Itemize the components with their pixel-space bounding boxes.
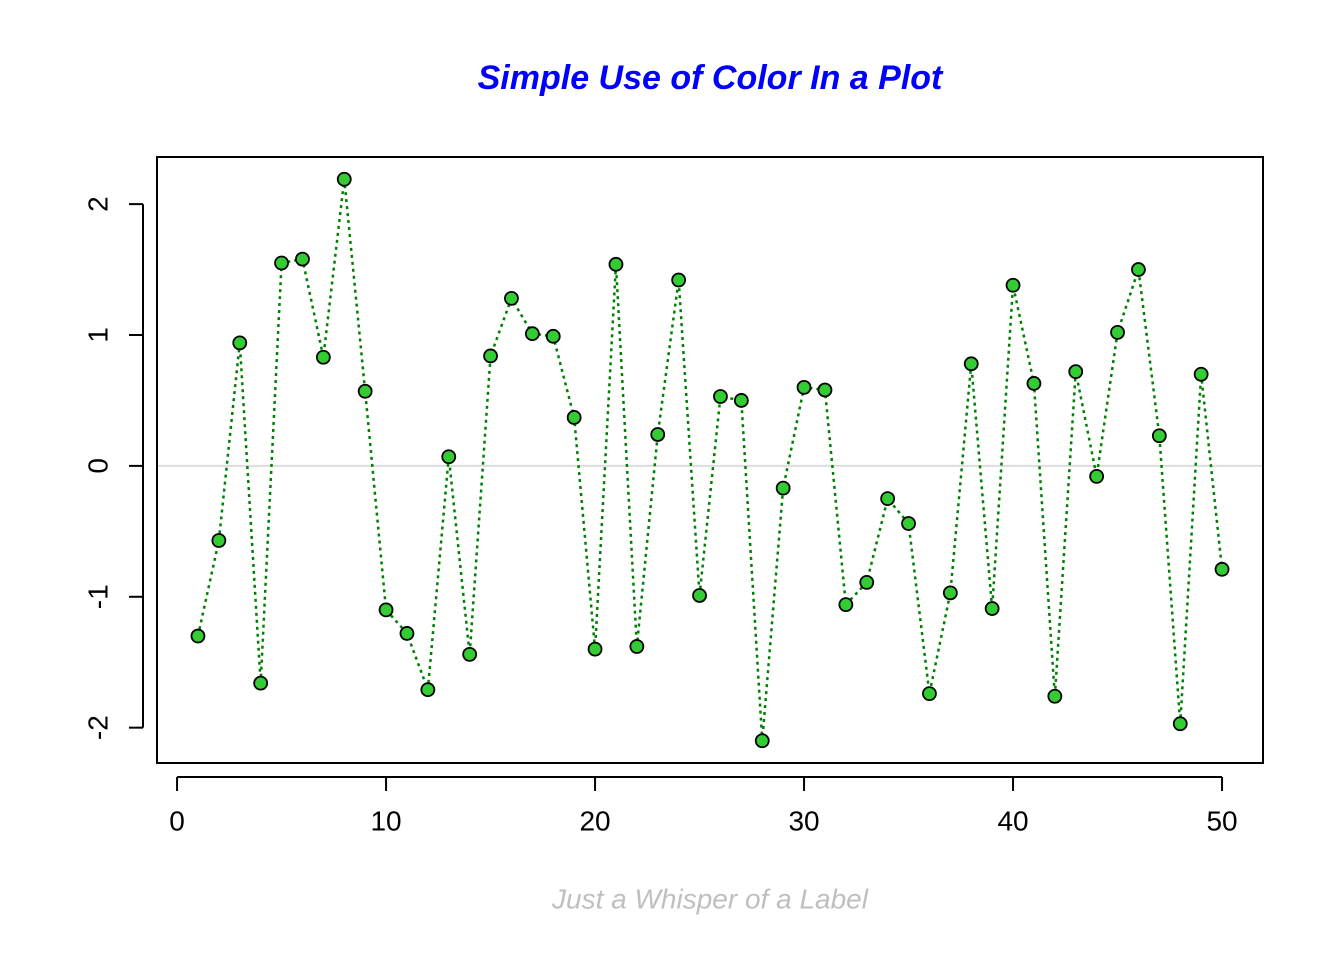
x-tick-label: 20 (579, 805, 610, 836)
data-point (671, 272, 687, 288)
data-point (336, 171, 352, 187)
data-point (796, 379, 812, 395)
data-point (1068, 364, 1084, 380)
data-point (462, 646, 478, 662)
data-point (399, 626, 415, 641)
data-point (232, 335, 248, 351)
y-tick-label: -1 (82, 584, 113, 609)
data-point (1005, 277, 1021, 293)
data-point (253, 675, 269, 691)
data-point (901, 516, 916, 531)
data-point (295, 251, 310, 267)
data-point (713, 389, 728, 404)
data-point (963, 356, 979, 372)
data-point (274, 255, 289, 271)
data-point (1172, 716, 1188, 732)
data-point (1151, 428, 1167, 444)
data-point (190, 628, 206, 644)
data-point (1089, 468, 1105, 484)
data-point (942, 585, 958, 601)
data-point (1214, 561, 1230, 577)
data-point (566, 410, 582, 425)
data-line (196, 179, 1224, 741)
x-tick-label: 50 (1206, 805, 1237, 836)
x-tick-label: 40 (997, 805, 1028, 836)
data-point (357, 383, 373, 399)
data-point (733, 393, 749, 408)
data-point (1131, 262, 1146, 277)
x-tick-label: 10 (370, 805, 401, 836)
y-tick-label: 1 (82, 327, 113, 343)
data-point (775, 480, 791, 496)
data-point (587, 641, 603, 657)
data-point (420, 682, 436, 698)
data-point (859, 574, 875, 590)
y-tick-label: -2 (82, 715, 113, 740)
data-point (483, 348, 498, 364)
data-point (880, 491, 896, 507)
data-point (629, 639, 645, 654)
data-point (754, 733, 770, 749)
x-tick-label: 30 (788, 805, 819, 836)
data-point (1047, 688, 1063, 704)
data-point (315, 349, 331, 365)
data-point (524, 326, 540, 342)
chart-title: Simple Use of Color In a Plot (478, 59, 944, 97)
data-point (817, 382, 833, 398)
data-point (504, 290, 519, 306)
data-point (692, 588, 707, 603)
x-axis-label: Just a Whisper of a Label (551, 883, 869, 914)
data-point (211, 533, 227, 548)
data-point (1026, 376, 1042, 391)
data-point (441, 449, 457, 465)
x-tick-label: 0 (169, 805, 185, 836)
data-point (838, 597, 854, 613)
data-point (1110, 324, 1125, 340)
data-point (1193, 366, 1209, 382)
data-point (650, 427, 666, 442)
data-point (984, 601, 1000, 616)
data-point (378, 602, 394, 618)
data-point (608, 256, 624, 272)
data-point (922, 686, 937, 702)
y-tick-label: 2 (82, 196, 113, 212)
data-point (545, 328, 561, 344)
plot-frame (156, 156, 1264, 764)
y-tick-label: 0 (82, 458, 113, 474)
